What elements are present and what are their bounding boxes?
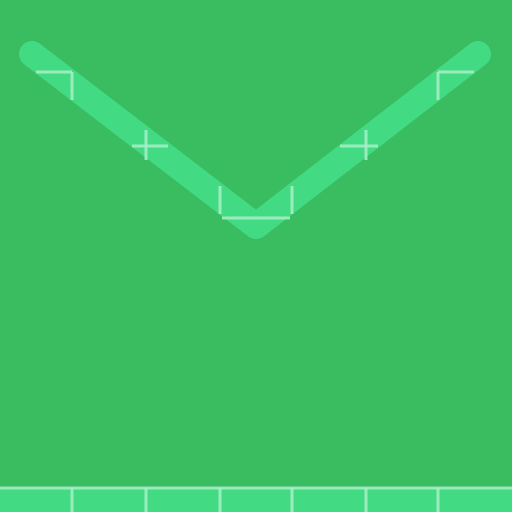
flap-grid-lines (36, 70, 474, 220)
envelope-bottom-band (0, 488, 512, 512)
envelope-flap (19, 41, 491, 239)
bottom-band-grid-lines (0, 486, 512, 512)
